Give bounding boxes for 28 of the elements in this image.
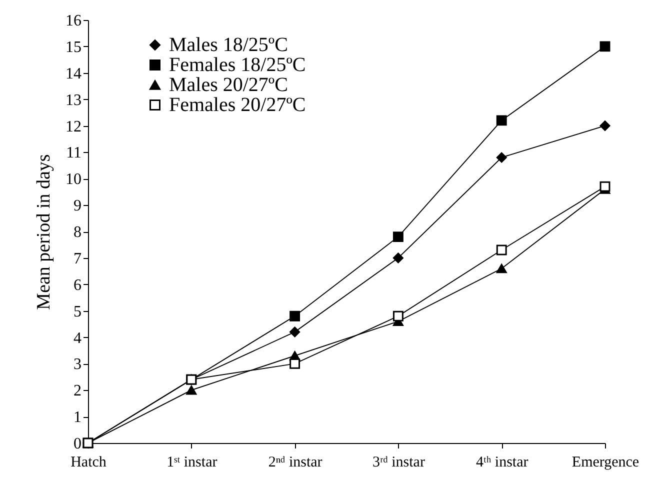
x-tick-label: 1ˢᵗ instar — [166, 454, 218, 470]
y-tick-label: 7 — [74, 250, 82, 268]
y-tick-label: 12 — [66, 118, 82, 136]
y-tick-label: 2 — [74, 382, 82, 400]
legend-label: Males 18/25ºC — [169, 34, 288, 56]
x-tick-label: Emergence — [572, 454, 640, 470]
y-tick-label: 13 — [66, 92, 82, 109]
y-tick-label: 10 — [66, 171, 82, 188]
x-tick-label: 4ᵗʰ instar — [476, 454, 528, 470]
y-tick-label: 11 — [66, 144, 82, 162]
y-axis-title: Mean period in days — [34, 154, 54, 310]
y-tick-label: 14 — [66, 65, 82, 82]
y-tick-label: 9 — [74, 198, 82, 215]
y-tick-label: 0 — [74, 436, 82, 452]
y-tick-label: 3 — [74, 356, 82, 374]
x-tick-label: 2ⁿᵈ instar — [268, 454, 322, 470]
x-tick-label: 3ʳᵈ instar — [372, 454, 425, 470]
y-tick-label: 15 — [66, 38, 82, 56]
y-tick-label: 16 — [66, 12, 82, 30]
legend-label: Females 20/27ºC — [169, 94, 306, 116]
y-tick-label: 4 — [74, 330, 82, 347]
y-tick-label: 8 — [74, 224, 82, 241]
legend-label: Females 18/25ºC — [169, 54, 306, 76]
x-tick-label: Hatch — [70, 454, 107, 470]
y-tick-label: 6 — [74, 276, 82, 294]
y-tick-label: 5 — [74, 303, 82, 320]
y-tick-label: 1 — [74, 409, 82, 426]
legend-label: Males 20/27ºC — [169, 74, 288, 96]
